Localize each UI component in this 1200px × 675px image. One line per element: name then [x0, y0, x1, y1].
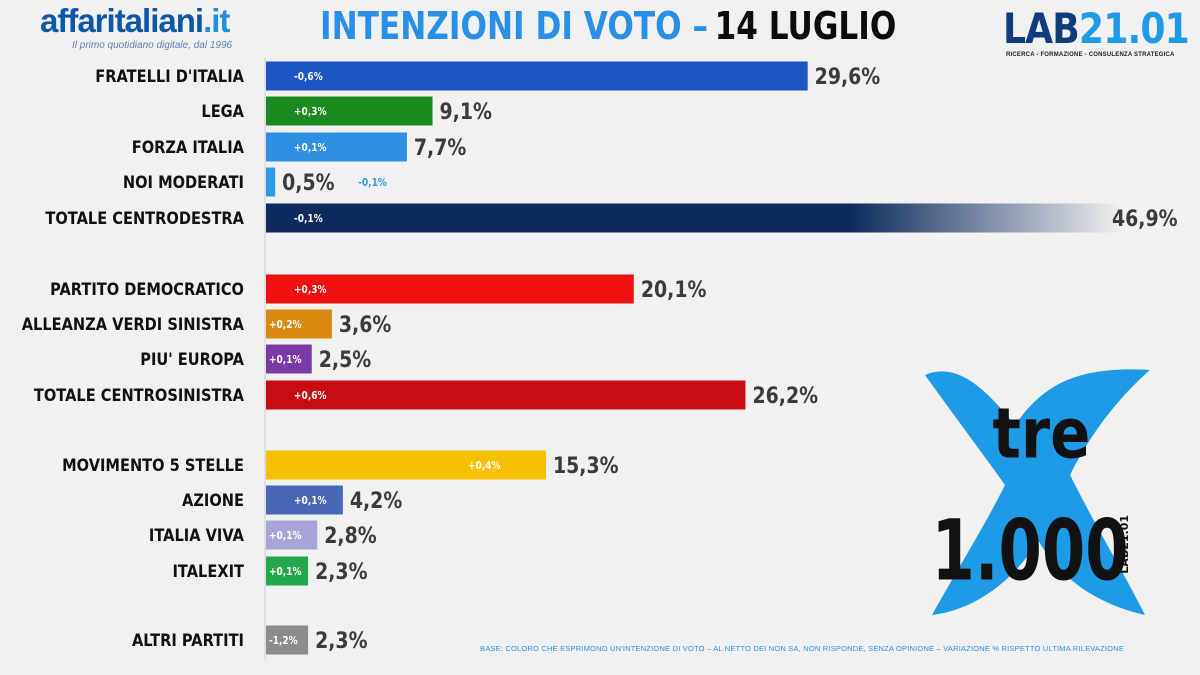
value-label: 2,8%: [324, 523, 376, 549]
category-label: ITALEXIT: [172, 561, 244, 581]
category-label: NOI MODERATI: [123, 172, 244, 192]
bar: [266, 520, 318, 550]
affaritaliani-logo[interactable]: affaritaliani.it: [40, 2, 230, 39]
change-label: +0,1%: [269, 354, 302, 366]
value-label: 20,1%: [641, 277, 707, 303]
bar: [266, 274, 634, 304]
bar: [266, 132, 407, 162]
value-label: 29,6%: [815, 64, 881, 90]
bar: [266, 309, 332, 339]
change-label: +0,1%: [294, 142, 327, 154]
category-label: ALTRI PARTITI: [132, 630, 244, 650]
value-label: 2,3%: [315, 628, 367, 654]
bar: [266, 380, 746, 410]
badge-number: 1.000: [931, 504, 1128, 600]
value-label: 9,1%: [440, 99, 492, 125]
header: affaritaliani.it Il primo quotidiano dig…: [0, 0, 1200, 58]
bar: [266, 485, 343, 515]
category-label: LEGA: [201, 101, 244, 121]
bar: [266, 450, 546, 480]
change-label: +0,1%: [269, 566, 302, 578]
value-label: 0,5%: [282, 170, 334, 196]
footnote: BASE: COLORO CHE ESPRIMONO UN'INTENZIONE…: [480, 644, 1125, 653]
change-label: +0,3%: [294, 106, 327, 118]
category-label: PARTITO DEMOCRATICO: [50, 279, 244, 299]
change-label: +0,1%: [269, 530, 302, 542]
bar: [266, 556, 309, 586]
category-label: TOTALE CENTRODESTRA: [45, 208, 244, 228]
value-label: 26,2%: [752, 383, 818, 409]
change-label: +0,6%: [294, 390, 327, 402]
bar: [266, 203, 1125, 233]
change-label: -0,1%: [358, 177, 387, 189]
value-label: 2,3%: [315, 559, 367, 585]
bar: [266, 167, 276, 197]
value-label: 4,2%: [350, 488, 402, 514]
change-label: +0,1%: [294, 495, 327, 507]
logo-tagline: Il primo quotidiano digitale, dal 1996: [72, 40, 233, 51]
bar: [266, 61, 808, 91]
badge-x-shape: [925, 369, 1150, 615]
change-label: -1,2%: [269, 635, 298, 647]
lab-tagline: RICERCA - FORMAZIONE - CONSULENZA STRATE…: [1006, 52, 1175, 58]
category-label: FORZA ITALIA: [132, 137, 245, 157]
category-label: ALLEANZA VERDI SINISTRA: [22, 314, 245, 334]
bars-group: FRATELLI D'ITALIA -0,6% 29,6% LEGA +0,3% 9,1%…: [22, 61, 1178, 655]
change-label: +0,2%: [269, 319, 302, 331]
value-label: 15,3%: [553, 453, 619, 479]
change-label: -0,6%: [294, 71, 323, 83]
value-label: 2,5%: [319, 347, 371, 373]
value-label: 3,6%: [339, 312, 391, 338]
category-label: AZIONE: [182, 490, 244, 510]
value-label: 7,7%: [414, 135, 466, 161]
category-label: ITALIA VIVA: [149, 525, 245, 545]
bar: [266, 96, 433, 126]
category-label: TOTALE CENTROSINISTRA: [34, 385, 245, 405]
value-label: 46,9%: [1112, 206, 1178, 232]
badge-word: tre: [993, 394, 1091, 475]
change-label: +0,3%: [294, 284, 327, 296]
tre-per-mille-badge: tre 1.000 LAB21.01: [925, 369, 1150, 615]
title-main: INTENZIONI DI VOTO –: [320, 4, 709, 48]
bar: [266, 625, 309, 655]
change-label: +0,4%: [468, 460, 501, 472]
category-label: PIU' EUROPA: [140, 349, 244, 369]
category-label: MOVIMENTO 5 STELLE: [62, 455, 244, 475]
title-date: 14 LUGLIO: [714, 4, 897, 48]
chart-title: INTENZIONI DI VOTO – 14 LUGLIO: [320, 4, 896, 48]
bar: [266, 344, 312, 374]
category-label: FRATELLI D'ITALIA: [95, 66, 244, 86]
badge-side-text: LAB21.01: [1118, 515, 1131, 574]
change-label: -0,1%: [294, 213, 323, 225]
lab2101-logo: LAB21.01: [1003, 4, 1190, 53]
